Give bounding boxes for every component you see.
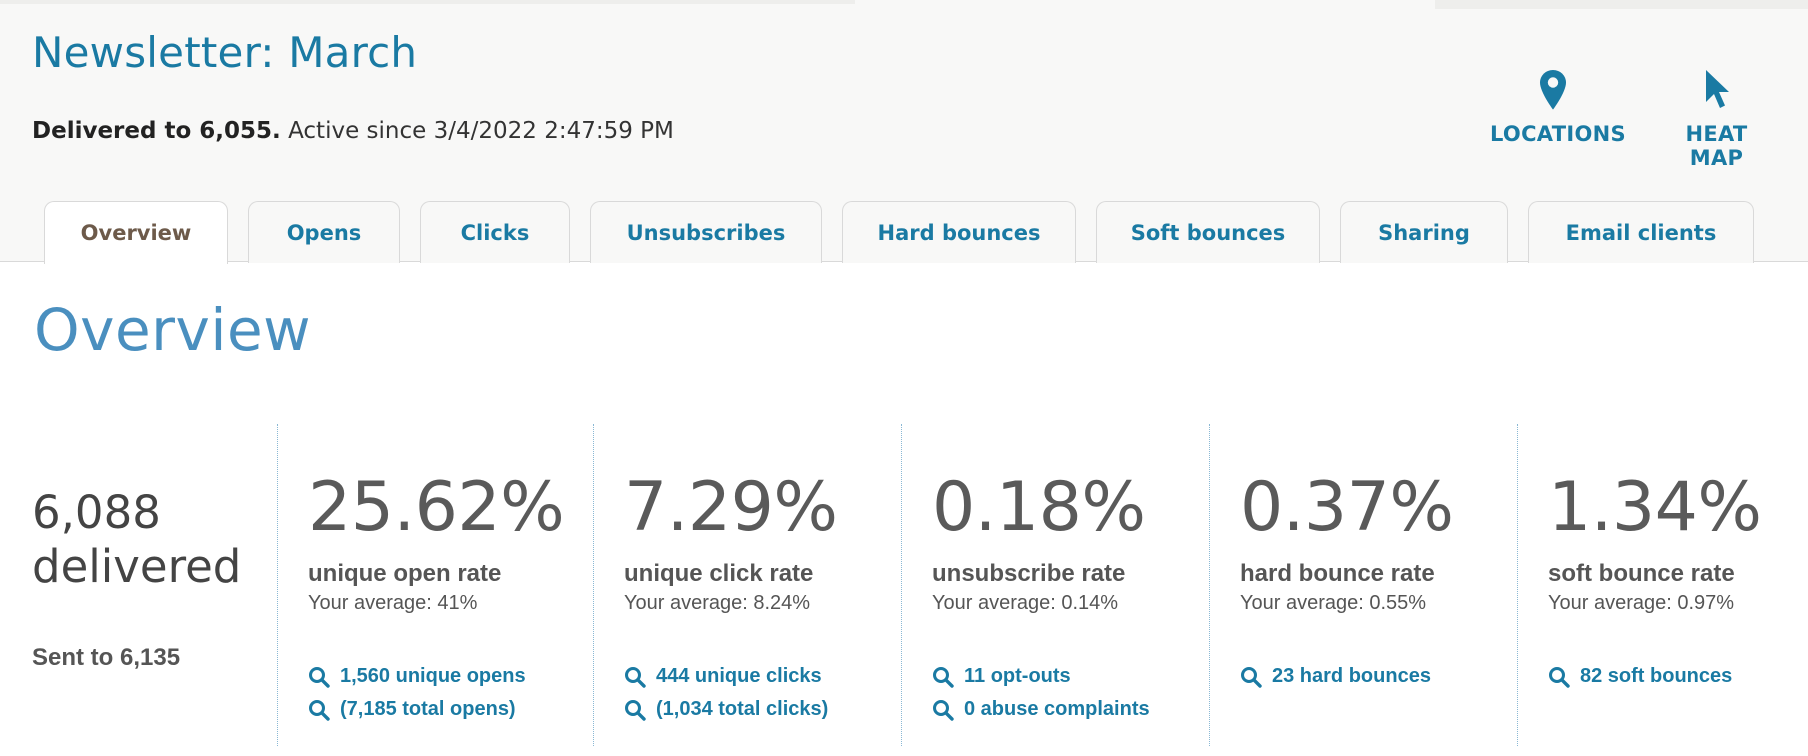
- tab-unsubscribes[interactable]: Unsubscribes: [590, 201, 822, 263]
- link-text: 82 soft bounces: [1580, 665, 1733, 687]
- soft-bounces-link[interactable]: 82 soft bounces: [1548, 665, 1804, 688]
- delivered-count: Delivered to 6,055.: [32, 118, 281, 144]
- stat-label: unsubscribe rate: [932, 560, 1126, 587]
- total-clicks-link[interactable]: (1,034 total clicks): [624, 698, 904, 721]
- column-divider: [901, 424, 902, 746]
- active-since: Active since 3/4/2022 2:47:59 PM: [288, 118, 674, 144]
- search-icon: [625, 699, 646, 721]
- stat-value: 1.34%: [1548, 468, 1762, 547]
- search-icon: [1241, 666, 1262, 688]
- column-divider: [1209, 424, 1210, 746]
- stat-label: unique click rate: [624, 560, 814, 587]
- stat-label: unique open rate: [308, 560, 502, 587]
- link-text: 0 abuse complaints: [964, 698, 1150, 720]
- stat-click-rate: 7.29% unique click rate Your average: 8.…: [624, 424, 904, 744]
- stat-average: Your average: 0.14%: [932, 592, 1119, 614]
- tab-clicks[interactable]: Clicks: [420, 201, 570, 263]
- stat-label: soft bounce rate: [1548, 560, 1735, 587]
- search-icon: [625, 666, 646, 688]
- tab-email-clients[interactable]: Email clients: [1528, 201, 1754, 263]
- column-divider: [277, 424, 278, 746]
- header-top-strip-right: [1435, 0, 1808, 9]
- link-text: 444 unique clicks: [656, 665, 822, 687]
- heat-map-label: HEAT MAP: [1685, 122, 1748, 170]
- tab-hard-bounces[interactable]: Hard bounces: [842, 201, 1076, 263]
- link-text: (1,034 total clicks): [656, 698, 829, 720]
- tab-overview[interactable]: Overview: [44, 201, 228, 264]
- header-top-strip: [0, 0, 855, 4]
- column-divider: [1517, 424, 1518, 746]
- stat-average: Your average: 0.55%: [1240, 592, 1427, 614]
- stat-label: hard bounce rate: [1240, 560, 1435, 587]
- stat-average: Your average: 8.24%: [624, 592, 811, 614]
- stat-value: 0.37%: [1240, 468, 1454, 547]
- tab-sharing[interactable]: Sharing: [1340, 201, 1508, 263]
- map-pin-icon: [1490, 68, 1616, 114]
- cursor-pointer-icon: [1658, 68, 1775, 114]
- search-icon: [1549, 666, 1570, 688]
- locations-button[interactable]: LOCATIONS: [1490, 68, 1626, 146]
- stat-average: Your average: 41%: [308, 592, 478, 614]
- hard-bounces-link[interactable]: 23 hard bounces: [1240, 665, 1530, 688]
- column-divider: [593, 424, 594, 746]
- stat-unsubscribe-rate: 0.18% unsubscribe rate Your average: 0.1…: [932, 424, 1222, 744]
- sent-count: Sent to 6,135: [32, 644, 181, 671]
- search-icon: [933, 699, 954, 721]
- stat-value: 25.62%: [308, 468, 565, 547]
- overview-heading: Overview: [34, 296, 312, 364]
- delivered-number: 6,088: [32, 486, 161, 539]
- stat-open-rate: 25.62% unique open rate Your average: 41…: [308, 424, 608, 744]
- link-text: 1,560 unique opens: [340, 665, 526, 687]
- stat-value: 7.29%: [624, 468, 838, 547]
- stat-hard-bounce-rate: 0.37% hard bounce rate Your average: 0.5…: [1240, 424, 1530, 744]
- tab-opens[interactable]: Opens: [248, 201, 400, 263]
- stat-soft-bounce-rate: 1.34% soft bounce rate Your average: 0.9…: [1548, 424, 1804, 744]
- search-icon: [309, 666, 330, 688]
- link-text: 11 opt-outs: [964, 665, 1071, 687]
- stat-value: 0.18%: [932, 468, 1146, 547]
- locations-label: LOCATIONS: [1490, 122, 1626, 146]
- heat-map-button[interactable]: HEAT MAP: [1658, 68, 1775, 170]
- search-icon: [309, 699, 330, 721]
- delivery-summary: Delivered to 6,055. Active since 3/4/202…: [32, 118, 674, 144]
- delivered-summary: 6,088 delivered Sent to 6,135: [32, 424, 268, 744]
- abuse-complaints-link[interactable]: 0 abuse complaints: [932, 698, 1222, 721]
- total-opens-link[interactable]: (7,185 total opens): [308, 698, 608, 721]
- delivered-word: delivered: [32, 540, 242, 593]
- tab-soft-bounces[interactable]: Soft bounces: [1096, 201, 1320, 263]
- unique-opens-link[interactable]: 1,560 unique opens: [308, 665, 608, 688]
- page-title: Newsletter: March: [32, 28, 418, 77]
- link-text: 23 hard bounces: [1272, 665, 1431, 687]
- search-icon: [933, 666, 954, 688]
- link-text: (7,185 total opens): [340, 698, 516, 720]
- unique-clicks-link[interactable]: 444 unique clicks: [624, 665, 904, 688]
- opt-outs-link[interactable]: 11 opt-outs: [932, 665, 1222, 688]
- stat-average: Your average: 0.97%: [1548, 592, 1735, 614]
